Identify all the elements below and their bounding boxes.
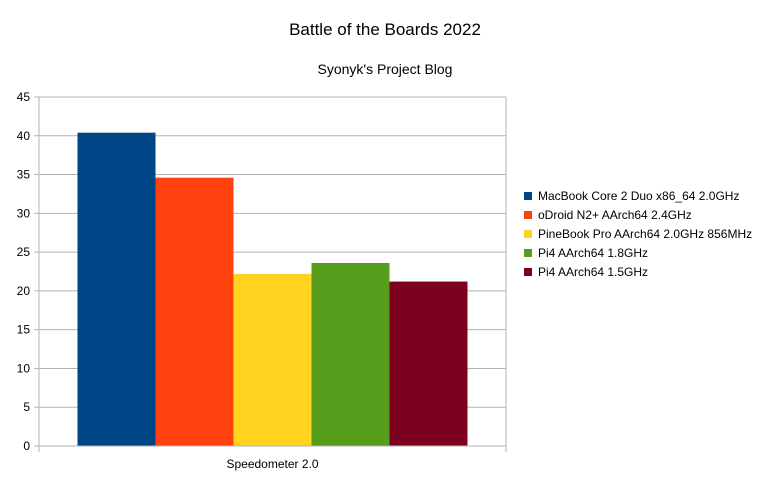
y-tick-labels: 0 5 10 15 20 25 30 35 40 45 [17, 90, 31, 453]
legend-swatch [524, 211, 532, 219]
legend-item: Pi4 AArch64 1.5GHz [524, 265, 648, 279]
legend-label: PineBook Pro AArch64 2.0GHz 856MHz [538, 227, 752, 241]
y-tick-label: 10 [17, 361, 31, 375]
bar [233, 273, 312, 446]
y-tick-label: 5 [23, 400, 30, 414]
legend-swatch [524, 192, 532, 200]
x-tick-label: Speedometer 2.0 [226, 457, 318, 471]
legend-label: oDroid N2+ AArch64 2.4GHz [538, 208, 692, 222]
legend-item: oDroid N2+ AArch64 2.4GHz [524, 208, 692, 222]
y-tick-label: 30 [17, 206, 31, 220]
x-tick-labels: Speedometer 2.0 [226, 457, 318, 471]
legend-label: MacBook Core 2 Duo x86_64 2.0GHz [538, 189, 739, 203]
chart-subtitle: Syonyk's Project Blog [318, 61, 453, 77]
bar [77, 132, 156, 447]
y-tick-label: 45 [17, 90, 31, 104]
bar [311, 262, 390, 446]
y-tick-label: 15 [17, 323, 31, 337]
legend-item: MacBook Core 2 Duo x86_64 2.0GHz [524, 189, 739, 203]
bars [77, 132, 468, 447]
y-tick-label: 35 [17, 168, 31, 182]
legend-item: Pi4 AArch64 1.8GHz [524, 246, 648, 260]
y-tick-label: 25 [17, 245, 31, 259]
axes [34, 96, 507, 452]
legend-swatch [524, 268, 532, 276]
legend: MacBook Core 2 Duo x86_64 2.0GHz oDroid N… [524, 189, 752, 279]
bar [155, 177, 234, 446]
y-tick-label: 40 [17, 129, 31, 143]
legend-item: PineBook Pro AArch64 2.0GHz 856MHz [524, 227, 752, 241]
legend-swatch [524, 249, 532, 257]
chart-title: Battle of the Boards 2022 [289, 20, 481, 39]
y-tick-label: 0 [23, 439, 30, 453]
legend-swatch [524, 230, 532, 238]
legend-label: Pi4 AArch64 1.5GHz [538, 265, 648, 279]
y-tick-label: 20 [17, 284, 31, 298]
legend-label: Pi4 AArch64 1.8GHz [538, 246, 648, 260]
bar [389, 281, 468, 446]
